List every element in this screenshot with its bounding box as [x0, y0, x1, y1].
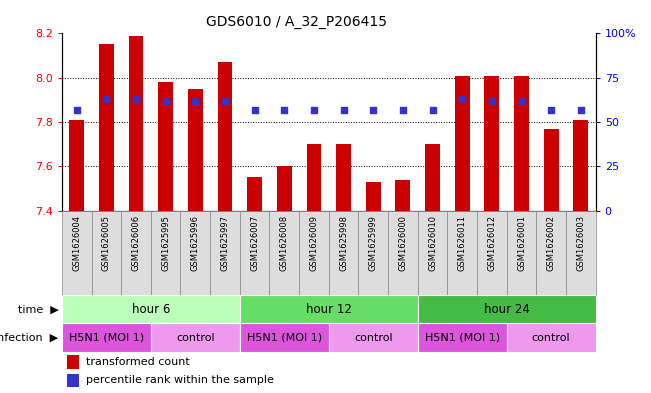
Bar: [566, 211, 596, 295]
Bar: [247, 177, 262, 211]
Point: [546, 107, 557, 113]
Bar: [329, 323, 418, 352]
Bar: [536, 211, 566, 295]
Text: percentile rank within the sample: percentile rank within the sample: [86, 375, 273, 386]
Bar: [158, 82, 173, 211]
Bar: [240, 295, 418, 323]
Text: GSM1626010: GSM1626010: [428, 215, 437, 271]
Point: [190, 97, 201, 104]
Point: [131, 96, 141, 102]
Text: GSM1626006: GSM1626006: [132, 215, 141, 271]
Bar: [447, 211, 477, 295]
Bar: [574, 120, 589, 211]
Bar: [425, 144, 440, 211]
Point: [339, 107, 349, 113]
Text: GSM1626008: GSM1626008: [280, 215, 289, 271]
Bar: [388, 211, 418, 295]
Text: GSM1626003: GSM1626003: [576, 215, 585, 271]
Bar: [92, 211, 121, 295]
Bar: [151, 323, 240, 352]
Point: [398, 107, 408, 113]
Point: [487, 97, 497, 104]
Point: [516, 97, 527, 104]
Text: GSM1626011: GSM1626011: [458, 215, 467, 271]
Bar: [188, 89, 202, 211]
Text: GSM1625996: GSM1625996: [191, 215, 200, 271]
Text: time  ▶: time ▶: [18, 304, 59, 314]
Text: GSM1625999: GSM1625999: [368, 215, 378, 271]
Bar: [455, 75, 469, 211]
Point: [72, 107, 82, 113]
Text: infection  ▶: infection ▶: [0, 332, 59, 343]
Bar: [307, 144, 322, 211]
Text: GSM1626012: GSM1626012: [488, 215, 496, 271]
Text: hour 6: hour 6: [132, 303, 170, 316]
Point: [309, 107, 319, 113]
Bar: [151, 211, 180, 295]
Point: [457, 96, 467, 102]
Bar: [506, 211, 536, 295]
Bar: [67, 355, 79, 369]
Bar: [396, 180, 410, 211]
Text: GSM1625998: GSM1625998: [339, 215, 348, 271]
Bar: [240, 323, 329, 352]
Bar: [477, 211, 506, 295]
Text: control: control: [354, 332, 393, 343]
Bar: [270, 211, 299, 295]
Bar: [359, 211, 388, 295]
Point: [160, 97, 171, 104]
Bar: [418, 211, 447, 295]
Point: [249, 107, 260, 113]
Bar: [217, 62, 232, 211]
Text: GSM1626009: GSM1626009: [309, 215, 318, 271]
Text: GSM1626000: GSM1626000: [398, 215, 408, 271]
Point: [279, 107, 290, 113]
Point: [101, 96, 111, 102]
Text: GSM1625997: GSM1625997: [221, 215, 229, 271]
Text: control: control: [532, 332, 570, 343]
Text: hour 24: hour 24: [484, 303, 530, 316]
Text: transformed count: transformed count: [86, 357, 189, 367]
Bar: [506, 323, 596, 352]
Bar: [418, 295, 596, 323]
Text: H5N1 (MOI 1): H5N1 (MOI 1): [247, 332, 322, 343]
Text: GSM1626007: GSM1626007: [250, 215, 259, 271]
Bar: [329, 211, 359, 295]
Point: [368, 107, 378, 113]
Bar: [514, 75, 529, 211]
Text: hour 12: hour 12: [306, 303, 352, 316]
Bar: [62, 295, 240, 323]
Point: [575, 107, 586, 113]
Bar: [277, 166, 292, 211]
Bar: [62, 323, 151, 352]
Bar: [336, 144, 351, 211]
Bar: [62, 211, 92, 295]
Bar: [210, 211, 240, 295]
Text: GSM1626001: GSM1626001: [517, 215, 526, 271]
Bar: [128, 36, 143, 211]
Bar: [484, 75, 499, 211]
Text: H5N1 (MOI 1): H5N1 (MOI 1): [424, 332, 500, 343]
Text: GSM1625995: GSM1625995: [161, 215, 170, 271]
Bar: [99, 44, 114, 211]
Bar: [180, 211, 210, 295]
Text: GSM1626005: GSM1626005: [102, 215, 111, 271]
Bar: [544, 129, 559, 211]
Text: GDS6010 / A_32_P206415: GDS6010 / A_32_P206415: [206, 15, 387, 29]
Text: GSM1626004: GSM1626004: [72, 215, 81, 271]
Text: control: control: [176, 332, 215, 343]
Text: GSM1626002: GSM1626002: [547, 215, 556, 271]
Bar: [366, 182, 381, 211]
Bar: [121, 211, 151, 295]
Bar: [299, 211, 329, 295]
Point: [427, 107, 437, 113]
Bar: [67, 374, 79, 387]
Bar: [240, 211, 270, 295]
Bar: [69, 120, 84, 211]
Bar: [418, 323, 506, 352]
Text: H5N1 (MOI 1): H5N1 (MOI 1): [69, 332, 144, 343]
Point: [220, 97, 230, 104]
